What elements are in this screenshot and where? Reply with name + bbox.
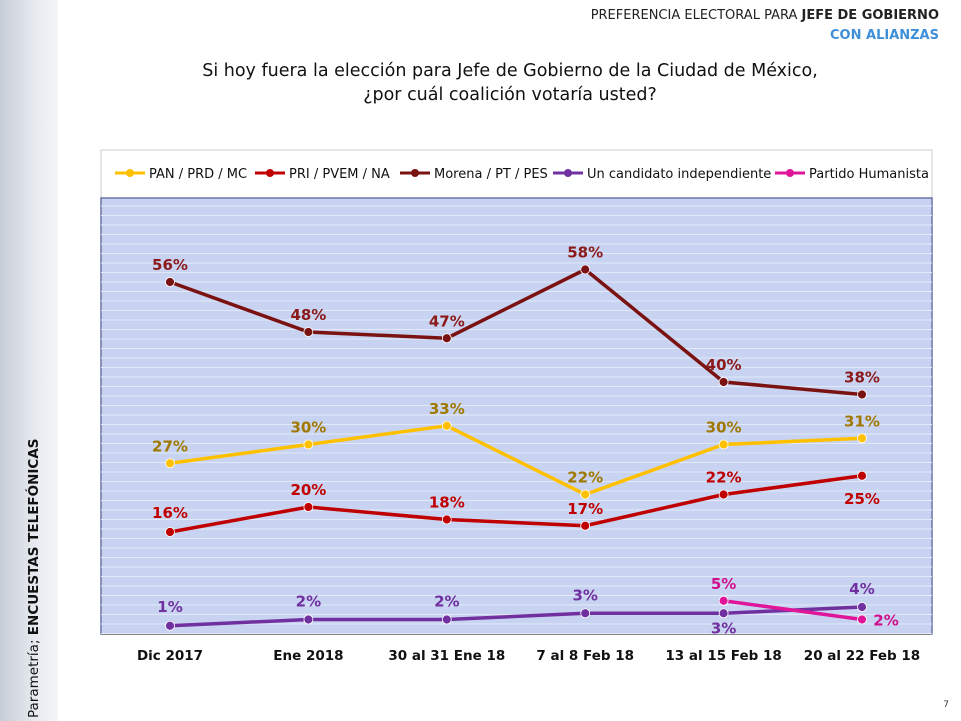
series-line [169, 423, 863, 497]
header-subtitle: CON ALIANZAS [830, 28, 939, 43]
data-point [441, 614, 452, 625]
data-point [441, 333, 452, 344]
series-line [169, 605, 863, 628]
data-label: 25% [844, 490, 880, 508]
data-point [857, 614, 867, 625]
data-label: 5% [711, 575, 736, 593]
legend-marker [564, 169, 572, 177]
data-label: 16% [152, 504, 188, 522]
legend-marker [786, 169, 794, 177]
data-label: 18% [429, 494, 465, 512]
data-point [857, 389, 867, 400]
data-label: 56% [152, 256, 188, 274]
data-label: 22% [567, 469, 603, 487]
series-line [169, 267, 863, 397]
data-point [718, 608, 729, 619]
data-label: 58% [567, 244, 603, 262]
data-point [165, 277, 175, 287]
series-line [723, 599, 863, 622]
data-label: 2% [296, 593, 321, 611]
x-tick-label: 20 al 22 Feb 18 [804, 648, 920, 664]
legend-label: PRI / PVEM / NA [289, 167, 390, 182]
legend-label: Un candidato independiente [587, 167, 771, 182]
legend-marker [411, 169, 419, 177]
x-tick-label: Ene 2018 [273, 648, 343, 664]
data-label: 2% [434, 593, 459, 611]
question-line-2: ¿por cuál coalición votaría usted? [363, 85, 657, 105]
plot-area [100, 197, 933, 635]
x-tick-label: 30 al 31 Ene 18 [388, 648, 505, 664]
data-point [165, 458, 175, 469]
data-point [580, 489, 591, 500]
data-point [580, 520, 591, 531]
data-label: 33% [429, 400, 465, 418]
data-label: 2% [873, 612, 898, 630]
data-label: 3% [711, 619, 736, 637]
legend-label: PAN / PRD / MC [149, 167, 247, 182]
header-title-normal: PREFERENCIA ELECTORAL PARA [590, 8, 802, 23]
data-point [718, 377, 729, 387]
data-point [857, 470, 867, 481]
legend-label: Partido Humanista [809, 167, 929, 182]
data-label: 27% [152, 437, 188, 455]
data-point [580, 608, 591, 619]
data-point [441, 514, 452, 525]
decorative-background [0, 0, 58, 721]
question-line-1: Si hoy fuera la elección para Jefe de Go… [202, 61, 818, 81]
data-label: 4% [849, 580, 874, 598]
data-label: 30% [706, 419, 742, 437]
data-label: 3% [572, 586, 597, 604]
data-label: 40% [706, 356, 742, 374]
legend-label: Morena / PT / PES [434, 167, 548, 182]
series-line [169, 474, 863, 534]
x-tick-label: Dic 2017 [137, 648, 203, 664]
data-label: 48% [290, 306, 326, 324]
header-title: PREFERENCIA ELECTORAL PARA JEFE DE GOBIE… [591, 8, 939, 23]
data-point [857, 433, 867, 444]
data-point [303, 439, 314, 450]
data-label: 38% [844, 369, 880, 387]
x-axis [101, 634, 932, 635]
data-point [303, 502, 314, 512]
data-label: 22% [706, 469, 742, 487]
data-label: 31% [844, 412, 880, 430]
data-label: 17% [567, 500, 603, 518]
data-point [580, 264, 591, 275]
legend-marker [126, 169, 134, 177]
data-point [303, 327, 314, 337]
data-point [857, 602, 867, 612]
page-number: 7 [943, 700, 949, 710]
data-point [303, 614, 314, 625]
data-point [718, 595, 729, 606]
data-point [165, 620, 175, 631]
header-title-bold: JEFE DE GOBIERNO [801, 8, 940, 23]
data-point [165, 527, 175, 537]
data-point [718, 439, 729, 450]
data-label: 20% [290, 481, 326, 499]
data-point [441, 420, 452, 431]
data-label: 47% [429, 312, 465, 330]
legend-marker [266, 169, 274, 177]
data-point [718, 489, 729, 500]
x-tick-label: 13 al 15 Feb 18 [665, 648, 781, 664]
data-label: 1% [157, 598, 182, 616]
x-tick-label: 7 al 8 Feb 18 [536, 648, 634, 664]
data-label: 30% [290, 419, 326, 437]
